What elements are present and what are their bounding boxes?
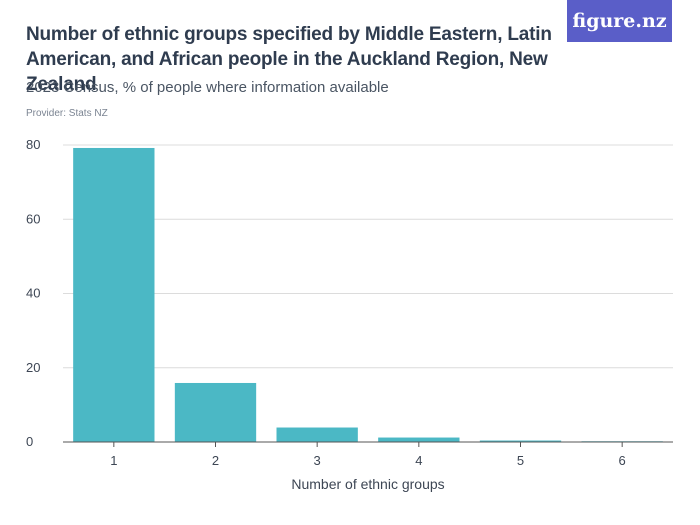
x-tick-label-1: 1 (110, 453, 117, 468)
provider-label: Provider: Stats NZ (26, 108, 108, 119)
figurenz-logo[interactable]: figure.nz (567, 0, 672, 42)
y-tick-label-0: 0 (26, 434, 33, 449)
bar-4[interactable] (378, 437, 460, 442)
chart-title: Number of ethnic groups specified by Mid… (26, 24, 552, 95)
x-tick-label-6: 6 (619, 453, 626, 468)
y-axis-ticks: 0 20 40 60 80 (26, 137, 40, 449)
y-tick-label-80: 80 (26, 137, 40, 152)
bar-5[interactable] (479, 440, 562, 442)
chart-subtitle: 2023 Census, % of people where informati… (26, 79, 389, 96)
bar-3[interactable] (276, 427, 358, 442)
y-tick-label-20: 20 (26, 360, 40, 375)
x-tick-label-4: 4 (415, 453, 422, 468)
bar-2[interactable] (174, 382, 257, 442)
x-axis-ticks: 1 2 3 4 5 6 (110, 442, 626, 468)
gridlines (63, 144, 673, 369)
x-axis-title: Number of ethnic groups (291, 476, 444, 492)
bars (73, 147, 663, 442)
y-tick-label-60: 60 (26, 211, 40, 226)
x-tick-label-3: 3 (314, 453, 321, 468)
x-tick-label-5: 5 (517, 453, 524, 468)
y-tick-label-40: 40 (26, 286, 40, 301)
x-tick-label-2: 2 (212, 453, 219, 468)
bar-1[interactable] (73, 147, 155, 442)
